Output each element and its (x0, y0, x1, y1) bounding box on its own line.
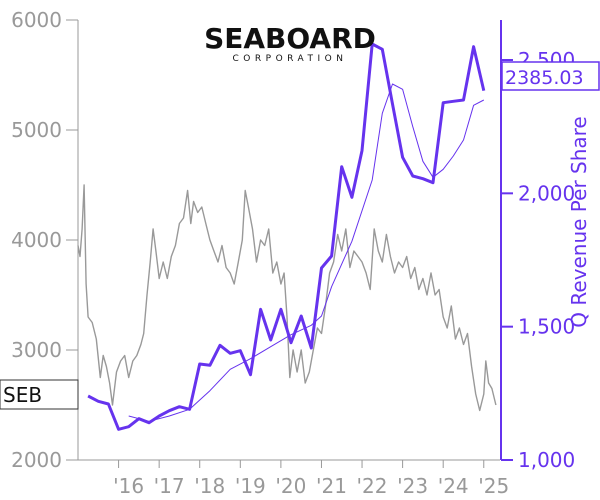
x-axis: '16 '17 '18 '19 '20 '21 '22 '23 '24 '25 (78, 459, 509, 498)
left-axis-tick-label: 2000 (11, 448, 62, 472)
x-axis-tick-label: '17 (154, 474, 185, 498)
left-axis-tick-label: 6000 (11, 8, 62, 32)
right-axis-tick-label: 2,000 (518, 181, 575, 205)
logo-name: SEABOARD (204, 22, 376, 55)
last-value-box-frame (501, 61, 600, 91)
left-axis: 2000 3000 4000 5000 6000 (11, 8, 79, 472)
left-axis-tick-label: 4000 (11, 228, 62, 252)
x-axis-tick-label: '21 (316, 474, 347, 498)
company-logo: SEABOARD CORPORATION (204, 22, 376, 64)
seb-price-line (77, 184, 497, 412)
series-label-seb: SEB (3, 383, 42, 407)
series-layer (77, 42, 497, 431)
right-axis-tick-label: 1,000 (518, 448, 575, 472)
x-axis-tick-label: '25 (478, 474, 509, 498)
x-axis-tick-label: '16 (113, 474, 144, 498)
left-axis-tick-label: 5000 (11, 118, 62, 142)
last-value-label: 2385.03 (505, 67, 584, 89)
logo-subtitle: CORPORATION (233, 54, 348, 64)
right-axis-title: Q Revenue Per Share (567, 116, 591, 328)
x-axis-tick-label: '22 (357, 474, 388, 498)
x-axis-tick-label: '18 (194, 474, 225, 498)
last-value-box: 2385.03 (501, 61, 600, 91)
series-label-box-seb: SEB (0, 379, 79, 410)
x-axis-tick-label: '23 (397, 474, 428, 498)
series-label-box (0, 379, 79, 410)
right-axis-tick-label: 1,500 (518, 315, 575, 339)
left-axis-tick-label: 3000 (11, 338, 62, 362)
revenue-trend-line (128, 83, 485, 422)
x-axis-tick-label: '20 (275, 474, 306, 498)
x-axis-tick-label: '24 (438, 474, 469, 498)
revenue-per-share-line (87, 42, 486, 431)
x-axis-tick-label: '19 (235, 474, 266, 498)
